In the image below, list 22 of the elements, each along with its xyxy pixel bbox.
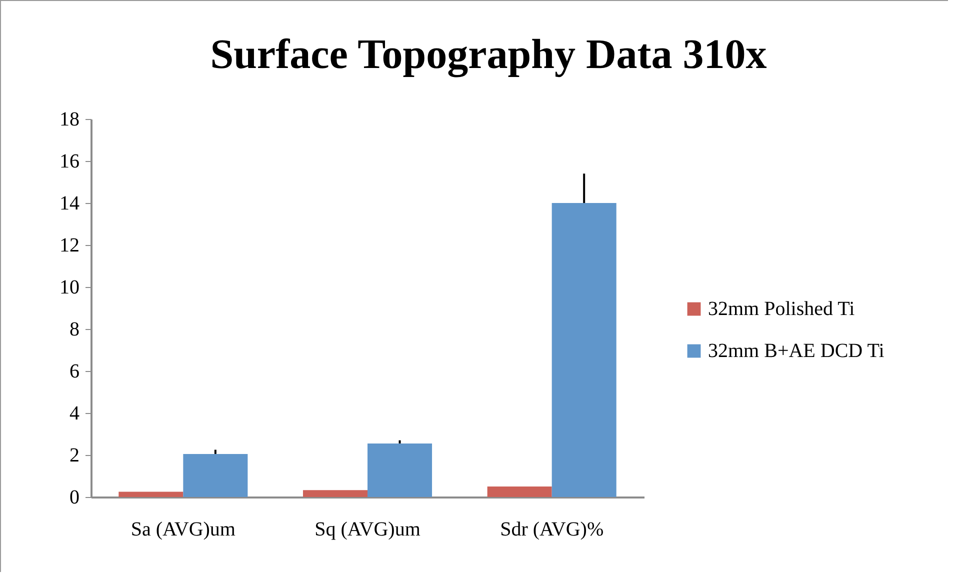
legend-label: 32mm B+AE DCD Ti [708,340,885,362]
bar [302,490,368,497]
y-tick-label: 14 [60,192,80,214]
y-tick-label: 4 [70,402,80,424]
chart-title: Surface Topography Data 310x [210,32,767,78]
y-tick-label: 12 [60,234,80,256]
bar [552,203,616,497]
bar [183,454,248,497]
bar [487,486,552,497]
y-tick-label: 0 [70,486,80,508]
y-tick-label: 10 [60,276,80,298]
x-tick-label: Sq (AVG)um [314,518,421,540]
x-tick-label: Sa (AVG)um [130,518,236,540]
bar [368,443,432,497]
y-tick-label: 18 [60,108,80,130]
y-tick-label: 6 [70,360,80,382]
y-tick-label: 8 [70,318,80,340]
y-tick-label: 2 [70,444,80,466]
legend-label: 32mm Polished Ti [708,298,856,320]
y-tick-label: 16 [60,150,80,172]
x-tick-label: Sdr (AVG)% [500,518,604,540]
bar [118,492,184,497]
